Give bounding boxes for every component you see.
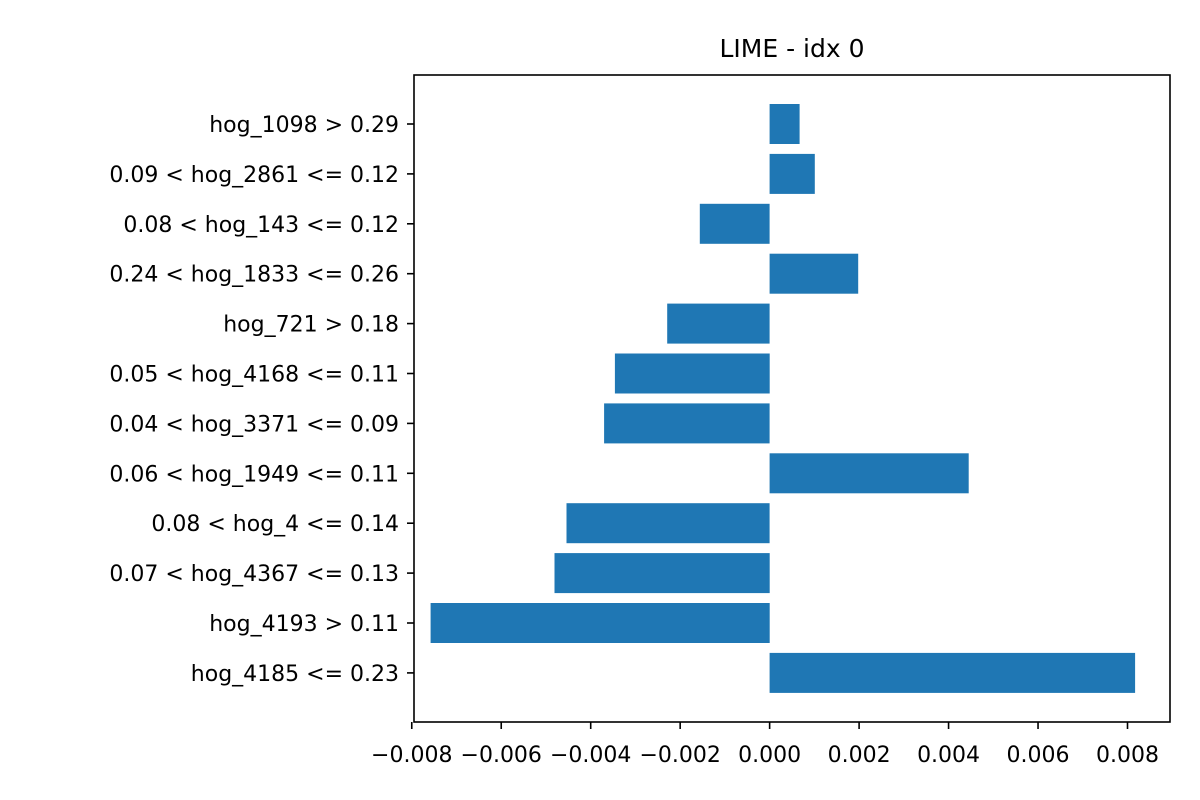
x-tick-label: 0.000: [738, 743, 801, 768]
y-tick-label: 0.08 < hog_143 <= 0.12: [123, 213, 399, 238]
y-tick-label: 0.09 < hog_2861 <= 0.12: [109, 163, 399, 188]
plot-frame: [413, 74, 1171, 723]
bar: [430, 603, 770, 643]
bar: [769, 453, 969, 494]
y-tick-label: hog_4193 > 0.11: [209, 612, 399, 637]
bar: [566, 503, 770, 544]
bar: [667, 303, 770, 344]
x-tick-label: −0.006: [461, 743, 542, 768]
y-tick-layer: hog_1098 > 0.29 0.09 < hog_2861 <= 0.12 0.…: [109, 113, 414, 687]
bars-layer: [430, 104, 1136, 693]
y-tick-label: 0.07 < hog_4367 <= 0.13: [109, 562, 399, 587]
bar: [614, 353, 770, 394]
y-tick-label: 0.08 < hog_4 <= 0.14: [151, 512, 399, 537]
bar: [554, 553, 770, 594]
x-tick-label: 0.006: [1007, 743, 1070, 768]
y-tick-label: 0.24 < hog_1833 <= 0.26: [109, 263, 399, 288]
bar: [769, 652, 1136, 693]
x-tick-label: 0.008: [1096, 743, 1159, 768]
y-tick-label: 0.06 < hog_1949 <= 0.11: [109, 462, 399, 487]
y-tick-label: hog_4185 <= 0.23: [191, 662, 399, 687]
chart-title: LIME - idx 0: [719, 34, 864, 63]
bar: [699, 203, 770, 244]
bar: [769, 104, 800, 144]
y-tick-label: hog_721 > 0.18: [223, 313, 399, 338]
y-tick-label: 0.05 < hog_4168 <= 0.11: [109, 363, 399, 388]
y-tick-label: hog_1098 > 0.29: [209, 113, 399, 138]
bar: [769, 153, 815, 194]
bar: [769, 253, 859, 294]
x-tick-label: −0.002: [639, 743, 720, 768]
x-tick-label: −0.004: [550, 743, 631, 768]
x-tick-label: 0.002: [828, 743, 891, 768]
x-tick-label: 0.004: [917, 743, 980, 768]
x-tick-layer: −0.008 −0.006 −0.004 −0.002 0.000 0.002 0.004 0…: [371, 722, 1159, 768]
x-tick-label: −0.008: [371, 743, 452, 768]
bar: [604, 403, 770, 444]
y-tick-label: 0.04 < hog_3371 <= 0.09: [109, 412, 399, 437]
